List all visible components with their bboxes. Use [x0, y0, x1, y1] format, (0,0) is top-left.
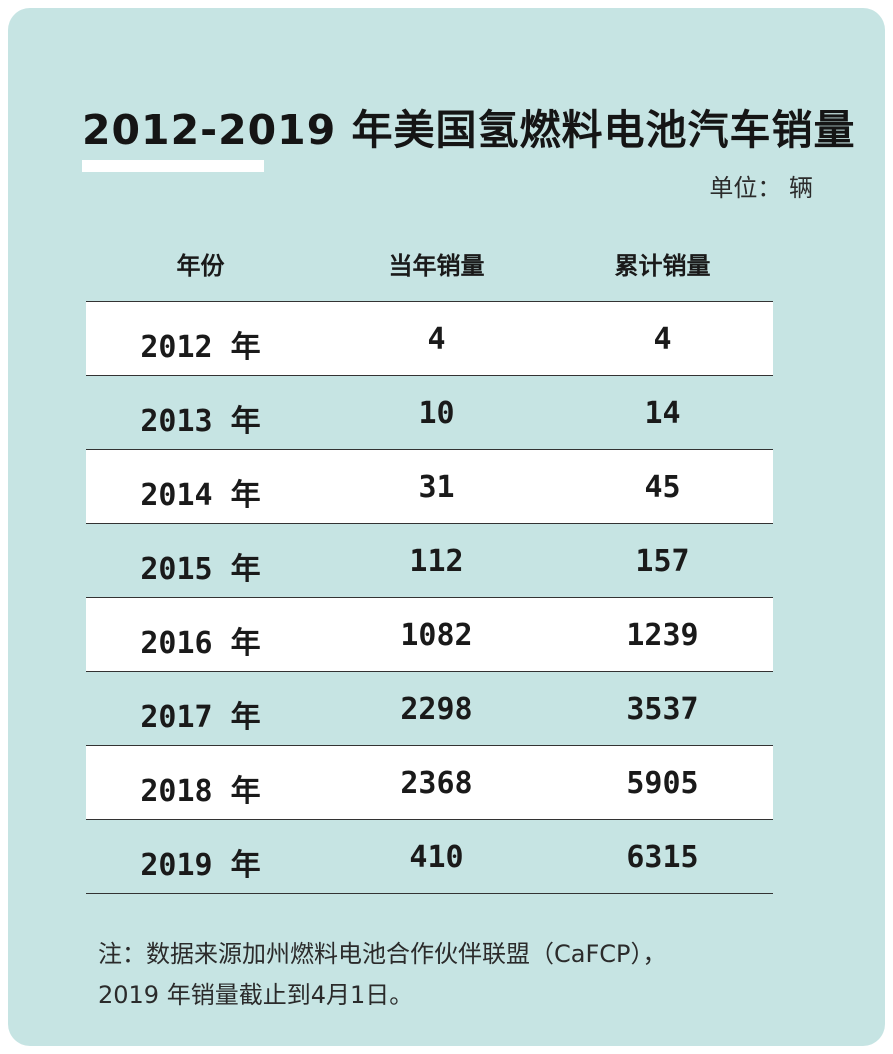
- cell-cumulative-sales: 5905: [626, 766, 699, 801]
- table-header: 年份 当年销量 累计销量: [86, 238, 773, 288]
- cell-year: 2017 年: [140, 700, 261, 735]
- table-row: 2014 年 31 45: [86, 449, 773, 523]
- cell-cumulative-sales: 4: [653, 322, 672, 357]
- unit-label: 单位： 辆: [709, 174, 813, 202]
- cell-year: 2015 年: [140, 552, 261, 587]
- table-row: 2017 年 2298 3537: [86, 671, 773, 745]
- cell-annual-sales: 2368: [400, 766, 473, 801]
- title-underline-bar: [82, 160, 264, 172]
- cell-annual-sales: 10: [418, 396, 455, 431]
- cell-year: 2012 年: [140, 330, 261, 365]
- footnote-line-2: 2019 年销量截止到4月1日。: [98, 981, 414, 1009]
- cell-cumulative-sales: 157: [635, 544, 690, 579]
- cell-year: 2019 年: [140, 848, 261, 883]
- cell-cumulative-sales: 14: [644, 396, 681, 431]
- cell-annual-sales: 2298: [400, 692, 473, 727]
- footnote: 注：数据来源加州燃料电池合作伙伴联盟（CaFCP）， 2019 年销量截止到4月…: [98, 934, 667, 1016]
- cell-cumulative-sales: 45: [644, 470, 681, 505]
- cell-year: 2014 年: [140, 478, 261, 513]
- table-row: 2018 年 2368 5905: [86, 745, 773, 819]
- cell-year: 2016 年: [140, 626, 261, 661]
- header-cumulative-sales: 累计销量: [614, 252, 711, 280]
- cell-year: 2018 年: [140, 774, 261, 809]
- header-year: 年份: [176, 252, 225, 280]
- cell-annual-sales: 1082: [400, 618, 473, 653]
- table-row: 2015 年 112 157: [86, 523, 773, 597]
- cell-cumulative-sales: 6315: [626, 840, 699, 875]
- cell-annual-sales: 31: [418, 470, 455, 505]
- cell-annual-sales: 112: [409, 544, 464, 579]
- cell-cumulative-sales: 1239: [626, 618, 699, 653]
- chart-title: 2012-2019 年美国氢燃料电池汽车销量: [82, 106, 856, 154]
- cell-annual-sales: 410: [409, 840, 464, 875]
- cell-year: 2013 年: [140, 404, 261, 439]
- cell-annual-sales: 4: [427, 322, 446, 357]
- table-body: 2012 年 4 4 2013 年 10 14 2014 年 31 45 2015 年 112 157…: [86, 301, 773, 894]
- table-row: 2012 年 4 4: [86, 301, 773, 375]
- card-background: 2012-2019 年美国氢燃料电池汽车销量 单位： 辆 年份 当年销量 累计销…: [8, 8, 885, 1046]
- table-row: 2019 年 410 6315: [86, 819, 773, 894]
- table-row: 2016 年 1082 1239: [86, 597, 773, 671]
- footnote-line-1: 注：数据来源加州燃料电池合作伙伴联盟（CaFCP），: [98, 940, 667, 968]
- header-annual-sales: 当年销量: [388, 252, 485, 280]
- table-row: 2013 年 10 14: [86, 375, 773, 449]
- cell-cumulative-sales: 3537: [626, 692, 699, 727]
